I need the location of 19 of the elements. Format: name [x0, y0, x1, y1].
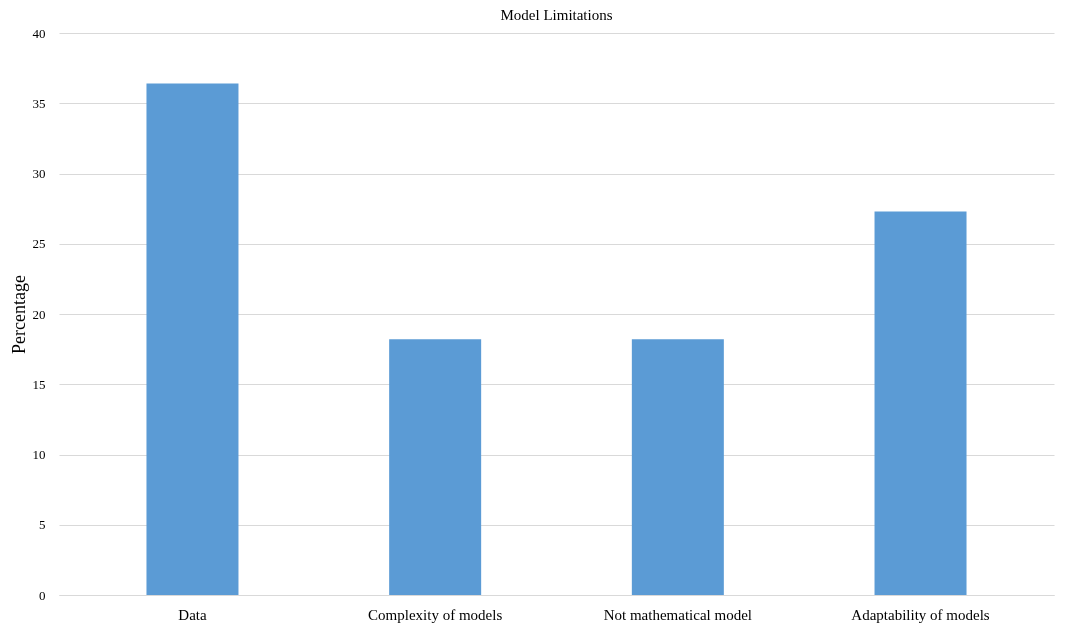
- y-tick-label: 0: [39, 587, 46, 603]
- y-tick-label: 30: [32, 166, 46, 181]
- y-tick-label: 35: [32, 95, 46, 111]
- chart-title: Model Limitations: [500, 7, 613, 23]
- bar: [874, 211, 967, 595]
- x-tick-label: Adaptability of models: [851, 606, 990, 623]
- y-tick-label: 25: [32, 236, 46, 252]
- y-tick-label: 10: [32, 447, 46, 462]
- y-tick-label: 15: [32, 376, 46, 392]
- y-tick-label: 20: [32, 306, 46, 322]
- x-tick-label: Complexity of models: [368, 606, 503, 623]
- y-axis-title: Percentage: [8, 275, 29, 354]
- bar: [631, 339, 724, 595]
- x-tick-label: Not mathematical model: [603, 606, 752, 623]
- bar: [389, 339, 482, 595]
- y-tick-label: 5: [39, 517, 46, 533]
- x-tick-label: Data: [178, 606, 207, 623]
- bar: [146, 83, 239, 595]
- y-tick-label: 40: [32, 25, 46, 41]
